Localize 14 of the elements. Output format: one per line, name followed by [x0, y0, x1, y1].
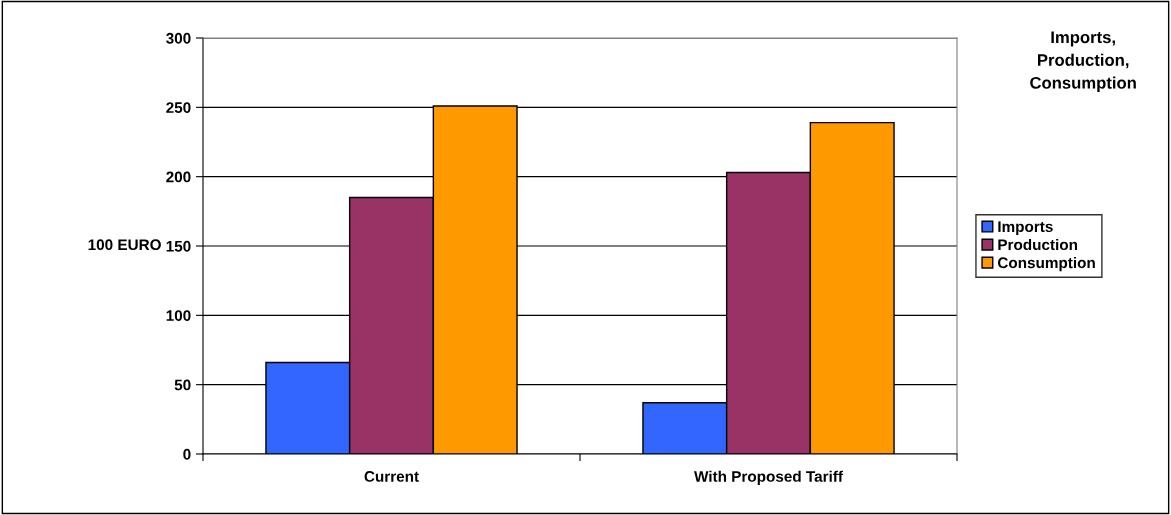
y-tick-label: 100: [166, 310, 191, 322]
y-tick-label: 50: [174, 379, 191, 391]
legend-label: Production: [998, 238, 1078, 251]
text: Imports, Production, Consumption: [1030, 31, 1136, 92]
y-tick-label: 150: [166, 240, 191, 252]
y-tick-label: 250: [166, 102, 191, 114]
legend-label: Consumption: [997, 256, 1095, 272]
legend-label: Imports: [998, 221, 1053, 236]
y-tick-label: 200: [166, 171, 191, 183]
y-axis-title: 100 EURO: [88, 239, 161, 251]
x-tick-label: Current: [364, 471, 419, 482]
x-tick-label: With Proposed Tariff: [694, 470, 844, 485]
y-tick-label: 0: [183, 448, 191, 460]
y-tick-label: 300: [166, 32, 191, 44]
